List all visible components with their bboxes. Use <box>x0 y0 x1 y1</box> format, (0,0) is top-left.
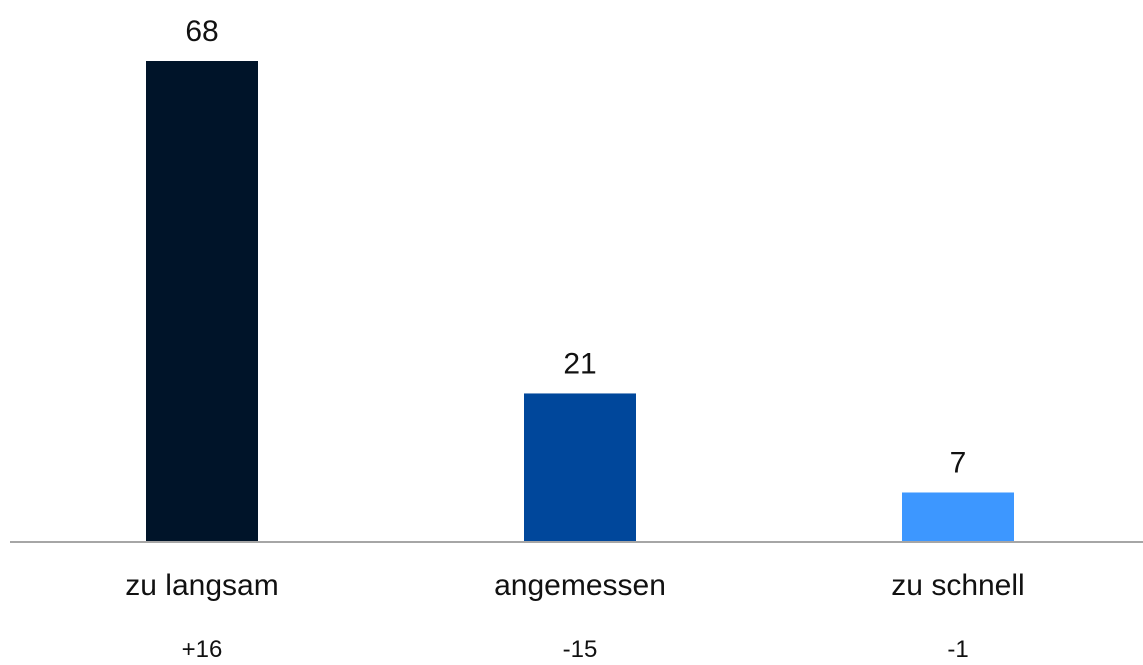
value-label-zu-langsam: 68 <box>185 15 218 48</box>
category-label-angemessen: angemessen <box>494 569 666 602</box>
category-label-zu-langsam: zu langsam <box>125 569 278 602</box>
bar-zu-langsam <box>146 61 258 542</box>
bars-group <box>146 61 1014 542</box>
bar-angemessen <box>524 393 636 542</box>
value-label-angemessen: 21 <box>563 347 596 380</box>
category-label-zu-schnell: zu schnell <box>891 569 1024 602</box>
change-label-angemessen: -15 <box>563 636 598 663</box>
value-label-zu-schnell: 7 <box>950 446 967 479</box>
value-labels-group: 68 21 7 <box>185 15 966 479</box>
change-label-zu-schnell: -1 <box>947 636 968 663</box>
change-labels-group: +16 -15 -1 <box>182 636 969 663</box>
change-label-zu-langsam: +16 <box>182 636 223 663</box>
category-labels-group: zu langsam angemessen zu schnell <box>125 569 1024 602</box>
bar-zu-schnell <box>902 492 1014 542</box>
